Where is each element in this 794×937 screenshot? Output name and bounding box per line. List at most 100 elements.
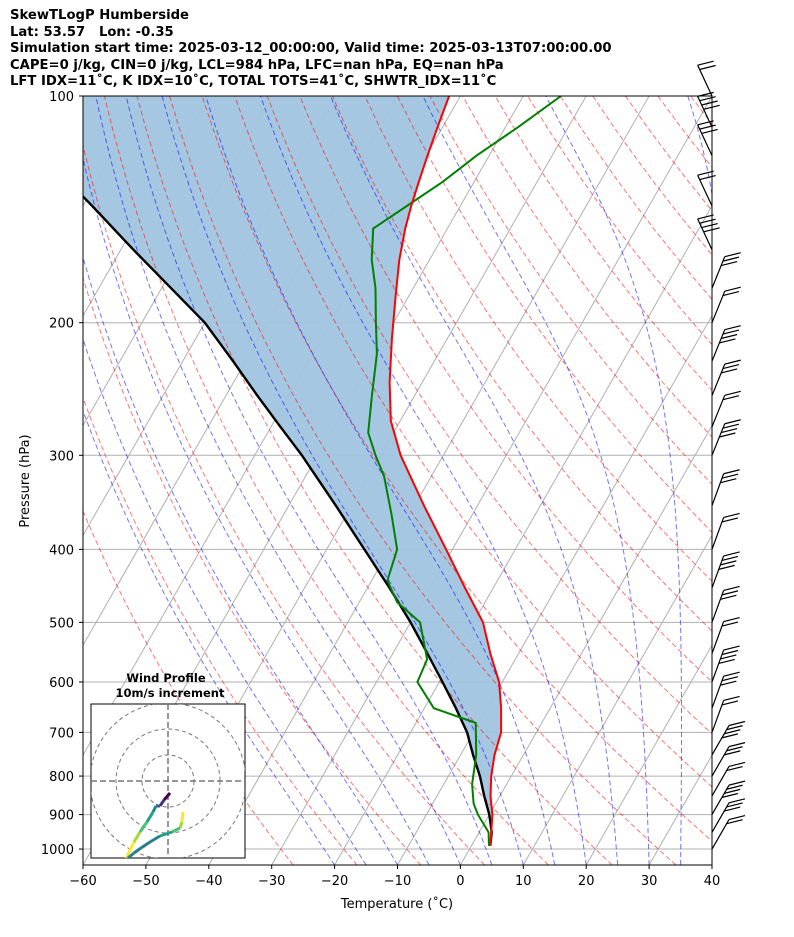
moist-adiabat <box>125 96 493 865</box>
y-tick-label: 300 <box>49 449 74 464</box>
hodograph-segment <box>180 811 185 823</box>
hodograph-segment <box>145 811 155 823</box>
moist-adiabat <box>83 337 367 865</box>
isotherm-line <box>271 96 712 865</box>
moist-adiabat <box>260 96 587 865</box>
x-axis-label: Temperature (˚C) <box>340 896 453 912</box>
x-tick-label: −60 <box>69 874 96 889</box>
x-tick-label: −20 <box>321 874 348 889</box>
dry-adiabat <box>397 96 712 534</box>
isotherm-line <box>585 644 712 865</box>
x-tick-label: −40 <box>195 874 222 889</box>
wind-barb <box>711 512 740 550</box>
hodograph-segment <box>158 799 166 807</box>
wind-profile-inset: Wind Profile 10m/s increment <box>90 671 246 859</box>
adiabat-lines <box>83 96 794 865</box>
isotherm-line <box>83 96 84 98</box>
wind-barb <box>711 742 746 777</box>
indices-line-2: LFT IDX=11˚C, K IDX=10˚C, TOTAL TOTS=41˚… <box>10 74 497 89</box>
wind-barb <box>697 214 720 250</box>
wind-barb <box>711 585 740 623</box>
dry-adiabat <box>83 509 294 865</box>
inset-plot <box>91 704 245 858</box>
hodograph-segment <box>178 821 184 829</box>
wind-barb <box>711 671 740 709</box>
time-line: Simulation start time: 2025-03-12_00:00:… <box>10 41 612 56</box>
x-tick-label: 10 <box>515 874 532 889</box>
wind-barb <box>711 419 741 456</box>
wind-barb <box>697 60 716 97</box>
hodograph-segment <box>162 792 172 801</box>
isotherm-line <box>711 863 712 865</box>
isotherm-line <box>459 424 712 865</box>
axis-ticks: −60 −50 −40 −30 −20 −10 0 10 20 30 40 1000 900 800 700… <box>41 90 720 889</box>
dewpoint-line <box>367 96 562 846</box>
x-tick-label: 20 <box>578 874 595 889</box>
wind-barb <box>711 695 740 733</box>
hodograph-segment <box>124 851 131 858</box>
parcel-line <box>83 194 493 846</box>
y-tick-label: 1000 <box>41 843 74 858</box>
hodograph-segment <box>132 831 142 843</box>
dry-adiabat <box>169 96 677 865</box>
moist-adiabat <box>83 255 398 865</box>
y-tick-label: 700 <box>49 726 74 741</box>
hodograph-segment <box>138 821 149 833</box>
isotherm-line <box>334 204 712 865</box>
wind-barb <box>711 798 746 833</box>
dry-adiabat <box>234 96 712 788</box>
isotherm-line <box>775 96 794 865</box>
wind-barb <box>711 390 741 428</box>
moist-adiabat <box>83 409 336 865</box>
profile-lines <box>83 96 562 846</box>
dry-adiabat <box>104 96 549 865</box>
y-tick-label: 900 <box>49 809 74 824</box>
hodograph-segment <box>127 851 135 858</box>
indices-line-1: CAPE=0 j/kg, CIN=0 j/kg, LCL=984 hPa, LF… <box>10 57 504 73</box>
y-tick-label: 200 <box>49 317 74 332</box>
x-tick-label: 0 <box>456 874 464 889</box>
y-tick-label: 800 <box>49 770 74 785</box>
dry-adiabat <box>83 276 422 865</box>
inset-title: Wind Profile <box>126 671 206 685</box>
wind-barb <box>711 325 741 362</box>
x-tick-label: 40 <box>704 874 721 889</box>
wind-barb <box>697 120 718 156</box>
wind-barb <box>711 815 746 850</box>
chart-title-block: SkewTLogP Humberside Lat: 53.57 Lon: -0.… <box>10 8 612 91</box>
dry-adiabat <box>83 143 485 865</box>
x-tick-label: 30 <box>641 874 658 889</box>
x-tick-label: −10 <box>384 874 411 889</box>
y-axis-label: Pressure (hPa) <box>18 434 33 527</box>
wind-barb <box>711 645 740 683</box>
inset-subtitle: 10m/s increment <box>116 686 225 700</box>
dry-adiabat <box>201 96 712 842</box>
chart-title: SkewTLogP Humberside <box>10 8 190 23</box>
hodograph-segment <box>149 834 161 844</box>
wind-barb <box>711 359 741 396</box>
wind-barb <box>711 761 746 797</box>
dry-adiabat <box>462 96 712 438</box>
wind-barbs <box>697 60 746 850</box>
hodograph-segment <box>133 846 142 855</box>
dry-adiabat <box>83 396 358 865</box>
dry-adiabat <box>266 96 712 735</box>
wind-barb <box>711 551 740 589</box>
temperature-line <box>388 96 503 846</box>
wind-barb <box>711 720 746 756</box>
hodograph-segment <box>151 805 158 813</box>
moist-adiabat <box>422 96 650 865</box>
hodograph-segment <box>127 841 136 853</box>
y-tick-label: 400 <box>49 543 74 558</box>
dry-adiabat <box>723 96 794 865</box>
moist-adiabat <box>545 96 682 865</box>
wind-barb <box>711 616 740 654</box>
moist-adiabat <box>83 156 430 865</box>
x-tick-label: −30 <box>258 874 285 889</box>
hodograph-segment <box>171 826 181 834</box>
y-tick-label: 100 <box>49 90 74 105</box>
hodograph-segment <box>140 840 151 850</box>
moist-adiabat <box>95 96 461 865</box>
wind-barb <box>711 780 746 815</box>
dry-adiabat <box>364 96 712 582</box>
